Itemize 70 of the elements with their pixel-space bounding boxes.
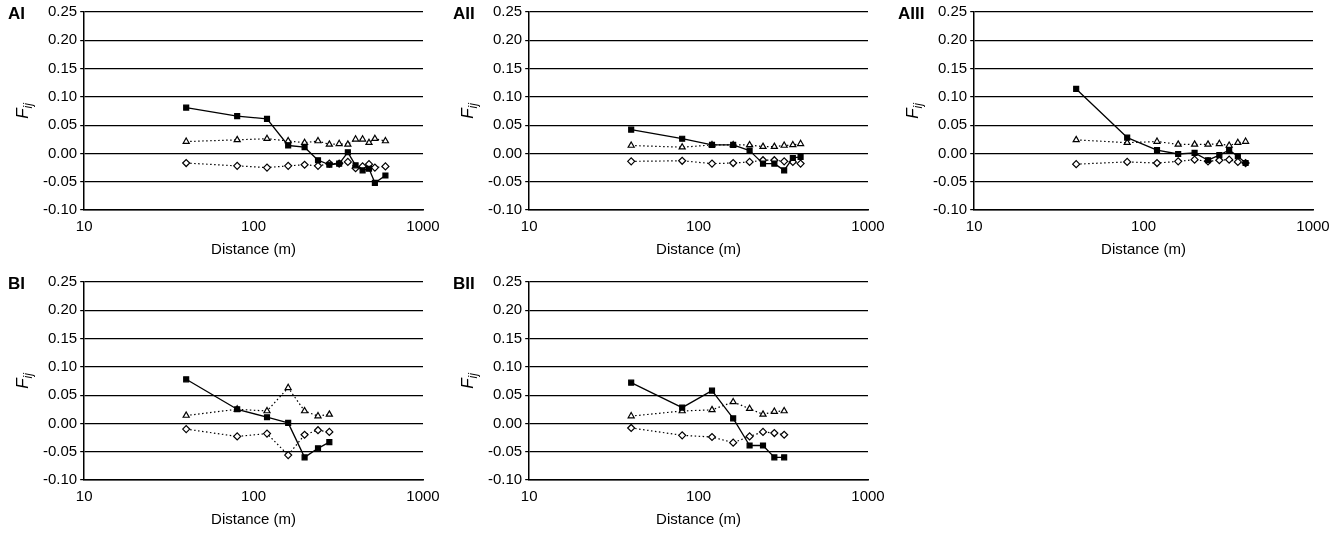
y-axis-title: Fij bbox=[13, 102, 35, 119]
y-tick-label: 0.15 bbox=[937, 58, 968, 76]
y-axis-title: Fij bbox=[458, 102, 480, 119]
y-tick-label: -0.05 bbox=[932, 171, 968, 189]
x-tick-label: 1000 bbox=[406, 217, 440, 235]
y-tick-label: -0.05 bbox=[42, 171, 78, 189]
y-tick-label: -0.10 bbox=[42, 200, 78, 218]
x-tick-label: 10 bbox=[520, 487, 538, 505]
y-tick-label: 0.20 bbox=[492, 30, 523, 48]
chart-title: AIII bbox=[898, 3, 925, 23]
y-tick-label: 0.10 bbox=[47, 87, 78, 104]
chart-title: AII bbox=[453, 3, 475, 23]
y-tick-label: -0.05 bbox=[487, 171, 523, 189]
y-tick-label: -0.05 bbox=[487, 441, 523, 459]
y-tick-label: 0.20 bbox=[47, 300, 78, 318]
y-tick-label: 0.25 bbox=[47, 272, 78, 290]
y-tick-label: 0.20 bbox=[937, 30, 968, 48]
x-tick-label: 1000 bbox=[851, 487, 885, 505]
x-tick-label: 100 bbox=[241, 217, 267, 235]
y-axis-title: Fij bbox=[458, 372, 480, 389]
y-axis-title: Fij bbox=[903, 102, 925, 119]
y-tick-label: 0.10 bbox=[47, 357, 78, 374]
y-tick-label: -0.10 bbox=[932, 200, 968, 218]
y-tick-label: 0.00 bbox=[47, 143, 78, 161]
y-tick-label: 0.15 bbox=[47, 328, 78, 346]
y-tick-label: 0.05 bbox=[937, 115, 968, 133]
y-tick-label: 0.25 bbox=[492, 272, 523, 290]
y-tick-label: -0.10 bbox=[487, 470, 523, 488]
y-tick-label: 0.15 bbox=[492, 58, 523, 76]
y-tick-label: 0.00 bbox=[492, 413, 523, 431]
chart-title: BII bbox=[453, 273, 475, 293]
y-tick-label: -0.10 bbox=[42, 470, 78, 488]
y-tick-label: 0.00 bbox=[492, 143, 523, 161]
x-axis-title: Distance (m) bbox=[1101, 240, 1187, 258]
x-tick-label: 1000 bbox=[406, 487, 440, 505]
y-tick-label: 0.20 bbox=[492, 300, 523, 318]
y-tick-label: 0.15 bbox=[492, 328, 523, 346]
y-tick-label: -0.05 bbox=[42, 441, 78, 459]
y-tick-label: 0.15 bbox=[47, 58, 78, 76]
y-tick-label: 0.25 bbox=[937, 2, 968, 20]
y-tick-label: 0.10 bbox=[492, 87, 523, 104]
x-axis-title: Distance (m) bbox=[656, 240, 742, 258]
y-tick-label: 0.25 bbox=[47, 2, 78, 20]
y-tick-label: 0.10 bbox=[492, 357, 523, 374]
y-tick-label: 0.00 bbox=[937, 143, 968, 161]
x-tick-label: 1000 bbox=[851, 217, 885, 235]
y-tick-label: 0.05 bbox=[492, 385, 523, 403]
chart-title: BI bbox=[8, 273, 25, 293]
y-tick-label: 0.10 bbox=[937, 87, 968, 104]
y-tick-label: 0.25 bbox=[492, 2, 523, 20]
x-tick-label: 100 bbox=[686, 217, 712, 235]
y-tick-label: 0.05 bbox=[47, 385, 78, 403]
x-tick-label: 10 bbox=[965, 217, 983, 235]
x-tick-label: 1000 bbox=[1296, 217, 1330, 235]
x-axis-title: Distance (m) bbox=[211, 240, 297, 258]
x-tick-label: 10 bbox=[75, 487, 93, 505]
y-tick-label: 0.00 bbox=[47, 413, 78, 431]
y-tick-label: 0.05 bbox=[47, 115, 78, 133]
x-tick-label: 10 bbox=[75, 217, 93, 235]
y-tick-label: 0.05 bbox=[492, 115, 523, 133]
x-tick-label: 100 bbox=[241, 487, 267, 505]
x-tick-label: 100 bbox=[1131, 217, 1157, 235]
y-tick-label: -0.10 bbox=[487, 200, 523, 218]
y-axis-title: Fij bbox=[13, 372, 35, 389]
x-axis-title: Distance (m) bbox=[211, 510, 297, 528]
y-tick-label: 0.20 bbox=[47, 30, 78, 48]
chart-title: AI bbox=[8, 3, 25, 23]
x-tick-label: 10 bbox=[520, 217, 538, 235]
x-tick-label: 100 bbox=[686, 487, 712, 505]
x-axis-title: Distance (m) bbox=[656, 510, 742, 528]
